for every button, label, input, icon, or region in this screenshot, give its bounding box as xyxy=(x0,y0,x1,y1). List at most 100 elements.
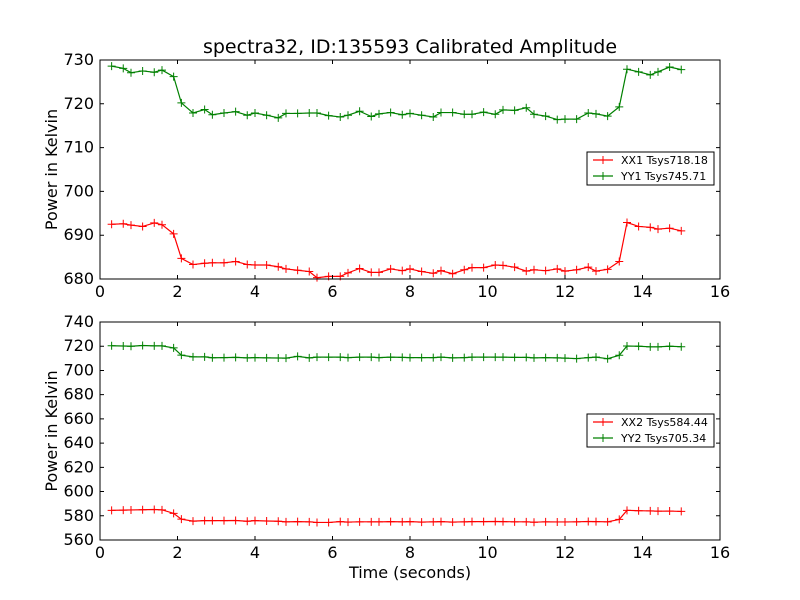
data-point-1-2 xyxy=(251,108,259,117)
legend-marker xyxy=(599,418,607,426)
data-point-1-2 xyxy=(189,108,197,117)
y-tick-label: 730 xyxy=(63,50,94,69)
x-tick-label: 16 xyxy=(710,282,730,301)
data-point-2-2 xyxy=(336,353,345,362)
data-point-1-2 xyxy=(344,111,352,120)
data-point-2-1 xyxy=(251,516,259,525)
data-point-2-1 xyxy=(220,516,228,525)
data-point-1-1 xyxy=(274,262,283,271)
data-point-1-1 xyxy=(646,223,655,232)
data-point-2-1 xyxy=(231,516,240,525)
data-point-1-1 xyxy=(138,222,147,231)
data-point-2-1 xyxy=(634,506,643,515)
data-point-2-1 xyxy=(665,507,674,516)
data-point-1-2 xyxy=(138,66,147,75)
data-point-1-2 xyxy=(623,65,631,74)
data-point-1-2 xyxy=(510,106,519,115)
data-point-1-1 xyxy=(107,220,116,229)
y-tick-label: 640 xyxy=(63,433,94,452)
data-point-1-1 xyxy=(305,267,314,276)
data-point-2-2 xyxy=(479,353,488,362)
data-point-2-2 xyxy=(561,354,569,363)
data-point-2-2 xyxy=(460,353,469,362)
legend-marker xyxy=(599,156,607,164)
data-point-1-1 xyxy=(417,267,426,276)
data-point-2-2 xyxy=(386,353,395,362)
data-point-2-1 xyxy=(654,507,662,516)
data-point-2-1 xyxy=(491,517,500,526)
y-tick-label: 720 xyxy=(63,336,94,355)
data-point-2-2 xyxy=(677,342,686,351)
data-point-1-2 xyxy=(336,112,345,121)
data-point-1-2 xyxy=(603,112,612,121)
data-point-1-2 xyxy=(654,67,662,76)
data-point-2-2 xyxy=(417,353,426,362)
data-point-1-1 xyxy=(220,258,228,267)
data-point-1-2 xyxy=(398,110,407,119)
data-point-2-2 xyxy=(127,342,135,351)
x-tick-label: 2 xyxy=(172,543,182,562)
data-point-1-1 xyxy=(553,264,562,273)
y-tick-label: 680 xyxy=(63,269,94,288)
data-point-1-1 xyxy=(654,225,662,234)
data-point-2-1 xyxy=(313,518,321,527)
data-point-1-2 xyxy=(169,72,178,81)
data-point-2-1 xyxy=(243,517,252,526)
data-point-1-2 xyxy=(375,109,383,118)
data-point-1-1 xyxy=(398,266,407,275)
data-point-1-1 xyxy=(406,264,414,273)
data-point-1-2 xyxy=(355,107,364,116)
data-point-1-1 xyxy=(375,268,383,277)
data-point-1-1 xyxy=(189,260,197,269)
data-point-1-2 xyxy=(572,115,581,124)
data-point-2-1 xyxy=(208,516,217,525)
data-point-2-1 xyxy=(119,506,128,515)
data-point-2-1 xyxy=(282,517,290,526)
data-point-1-1 xyxy=(522,267,531,276)
data-point-2-1 xyxy=(200,516,209,525)
data-point-1-2 xyxy=(677,65,686,74)
data-point-2-1 xyxy=(541,517,550,526)
data-point-1-2 xyxy=(282,109,290,118)
x-tick-label: 12 xyxy=(555,282,575,301)
y-tick-label: 600 xyxy=(63,482,94,501)
data-point-2-2 xyxy=(158,341,166,350)
data-point-2-2 xyxy=(634,342,643,351)
data-point-1-2 xyxy=(468,110,476,119)
data-point-2-2 xyxy=(375,353,383,362)
data-point-2-2 xyxy=(119,341,128,350)
y-tick-label: 660 xyxy=(63,409,94,428)
data-point-2-1 xyxy=(646,506,655,515)
data-point-1-1 xyxy=(499,261,507,270)
y-tick-label: 710 xyxy=(63,138,94,157)
data-point-1-2 xyxy=(406,109,414,118)
data-point-2-1 xyxy=(344,518,352,527)
data-point-1-1 xyxy=(592,267,600,276)
data-point-1-2 xyxy=(313,108,321,117)
data-point-2-1 xyxy=(522,517,531,526)
x-axis-title: Time (seconds) xyxy=(348,563,471,582)
y-tick-label: 720 xyxy=(63,94,94,113)
data-point-2-1 xyxy=(584,517,593,526)
data-point-1-2 xyxy=(522,103,531,112)
data-point-2-1 xyxy=(158,505,166,514)
data-point-2-1 xyxy=(367,517,376,526)
data-point-2-1 xyxy=(623,506,631,515)
data-point-1-1 xyxy=(615,257,624,266)
data-point-2-1 xyxy=(355,517,364,526)
data-point-2-2 xyxy=(448,353,457,362)
data-point-2-1 xyxy=(305,517,314,526)
data-point-1-2 xyxy=(150,68,159,77)
data-point-1-2 xyxy=(460,110,469,119)
data-point-2-2 xyxy=(654,342,662,351)
x-tick-label: 14 xyxy=(632,543,652,562)
data-point-1-2 xyxy=(208,110,217,119)
data-point-1-1 xyxy=(572,265,581,274)
data-point-2-1 xyxy=(677,507,686,516)
data-point-1-1 xyxy=(530,265,538,274)
data-point-1-2 xyxy=(592,109,600,118)
data-point-2-2 xyxy=(251,353,259,362)
